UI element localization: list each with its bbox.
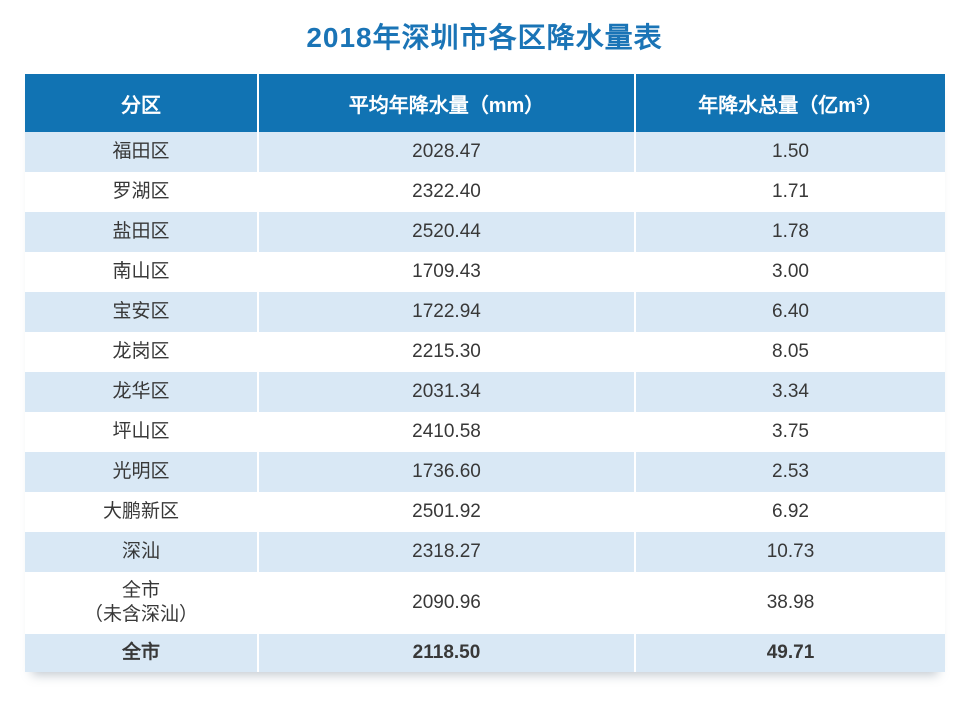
total-rainfall-cell: 2.53 [634,452,945,492]
avg-rainfall-cell: 2318.27 [257,532,635,572]
avg-rainfall-cell: 2118.50 [257,634,635,672]
avg-rainfall-cell: 2090.96 [257,572,635,634]
district-cell: 龙华区 [25,372,258,412]
avg-rainfall-cell: 2322.40 [257,172,635,212]
table-row: 全市 （未含深汕） 2090.96 38.98 [25,572,945,634]
table-row: 福田区 2028.47 1.50 [25,132,945,172]
district-cell: 罗湖区 [25,172,258,212]
district-cell: 全市 （未含深汕） [25,572,258,634]
district-cell: 福田区 [25,132,258,172]
total-rainfall-cell: 49.71 [634,634,945,672]
total-rainfall-cell: 6.40 [634,292,945,332]
table-row: 罗湖区 2322.40 1.71 [25,172,945,212]
table-row: 龙岗区 2215.30 8.05 [25,332,945,372]
district-cell: 深汕 [25,532,258,572]
rainfall-table-container: 分区 平均年降水量（mm） 年降水总量（亿m³） 福田区 2028.47 1.5… [25,74,945,672]
avg-rainfall-cell: 1736.60 [257,452,635,492]
table-row: 深汕 2318.27 10.73 [25,532,945,572]
total-rainfall-cell: 38.98 [634,572,945,634]
table-header-row: 分区 平均年降水量（mm） 年降水总量（亿m³） [25,74,945,132]
avg-rainfall-cell: 1709.43 [257,252,635,292]
district-cell: 龙岗区 [25,332,258,372]
table-row: 盐田区 2520.44 1.78 [25,212,945,252]
avg-rainfall-cell: 2501.92 [257,492,635,532]
total-rainfall-cell: 1.71 [634,172,945,212]
table-row: 光明区 1736.60 2.53 [25,452,945,492]
total-rainfall-cell: 3.75 [634,412,945,452]
district-cell: 坪山区 [25,412,258,452]
district-cell: 宝安区 [25,292,258,332]
column-header-avg-rainfall: 平均年降水量（mm） [257,74,635,132]
column-header-total-rainfall: 年降水总量（亿m³） [634,74,945,132]
table-row-citywide-total: 全市 2118.50 49.71 [25,634,945,672]
district-cell: 大鹏新区 [25,492,258,532]
table-row: 南山区 1709.43 3.00 [25,252,945,292]
total-rainfall-cell: 3.00 [634,252,945,292]
total-rainfall-cell: 3.34 [634,372,945,412]
column-header-district: 分区 [25,74,258,132]
district-cell: 南山区 [25,252,258,292]
district-cell: 光明区 [25,452,258,492]
total-rainfall-cell: 6.92 [634,492,945,532]
page-title: 2018年深圳市各区降水量表 [306,22,663,53]
avg-rainfall-cell: 2520.44 [257,212,635,252]
district-cell: 盐田区 [25,212,258,252]
avg-rainfall-cell: 1722.94 [257,292,635,332]
total-rainfall-cell: 10.73 [634,532,945,572]
district-cell: 全市 [25,634,258,672]
table-row: 宝安区 1722.94 6.40 [25,292,945,332]
avg-rainfall-cell: 2028.47 [257,132,635,172]
rainfall-table: 分区 平均年降水量（mm） 年降水总量（亿m³） 福田区 2028.47 1.5… [25,74,945,672]
table-row: 龙华区 2031.34 3.34 [25,372,945,412]
total-rainfall-cell: 1.78 [634,212,945,252]
table-row: 大鹏新区 2501.92 6.92 [25,492,945,532]
table-row: 坪山区 2410.58 3.75 [25,412,945,452]
avg-rainfall-cell: 2215.30 [257,332,635,372]
avg-rainfall-cell: 2031.34 [257,372,635,412]
avg-rainfall-cell: 2410.58 [257,412,635,452]
total-rainfall-cell: 1.50 [634,132,945,172]
total-rainfall-cell: 8.05 [634,332,945,372]
